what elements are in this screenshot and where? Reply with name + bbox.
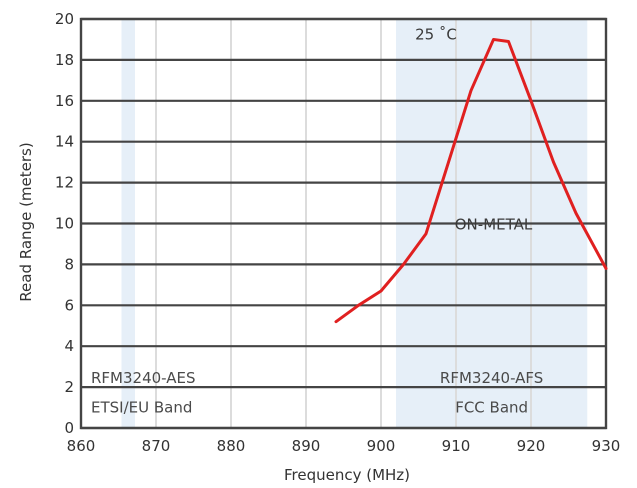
x-tick-label: 880	[217, 437, 246, 455]
x-tick-label: 930	[592, 437, 621, 455]
y-tick-label: 12	[55, 174, 74, 192]
y-tick-label: 20	[55, 10, 74, 28]
annotations: 25 ˚C ON-METAL	[415, 25, 533, 233]
x-tick-label: 870	[142, 437, 171, 455]
y-tick-label: 8	[64, 255, 74, 273]
y-tick-label: 14	[55, 133, 74, 151]
x-tick-label: 860	[67, 437, 96, 455]
y-axis-ticks: 0 2 4 6 8 10 12 14 16 18 20	[55, 10, 74, 437]
band-label-region: ETSI/EU Band	[91, 399, 192, 417]
plot-frame	[79, 17, 608, 430]
y-tick-label: 16	[55, 92, 74, 110]
band-label-name: RFM3240-AES	[91, 369, 196, 387]
x-tick-label: 910	[442, 437, 471, 455]
x-axis-title: Frequency (MHz)	[284, 466, 410, 484]
band-label-name: RFM3240-AFS	[440, 369, 543, 387]
y-tick-label: 2	[64, 378, 74, 396]
plot-border	[79, 17, 608, 430]
x-tick-label: 920	[517, 437, 546, 455]
y-tick-label: 4	[64, 337, 74, 355]
y-tick-label: 18	[55, 51, 74, 69]
annotation-label: 25 ˚C	[415, 25, 457, 43]
y-tick-label: 10	[55, 215, 74, 233]
x-tick-label: 900	[367, 437, 396, 455]
y-tick-label: 6	[64, 296, 74, 314]
y-axis-title: Read Range (meters)	[17, 142, 35, 301]
data-series	[334, 37, 608, 324]
annotation-label: ON-METAL	[455, 216, 533, 234]
band-label-region: FCC Band	[455, 399, 528, 417]
x-tick-label: 890	[292, 437, 321, 455]
y-tick-label: 0	[64, 419, 74, 437]
series-line-0	[334, 37, 608, 324]
x-axis-ticks: 860 870 880 890 900 910 920 930	[67, 437, 621, 455]
band-labels: RFM3240-AES ETSI/EU Band RFM3240-AFS FCC Ba…	[91, 369, 543, 416]
